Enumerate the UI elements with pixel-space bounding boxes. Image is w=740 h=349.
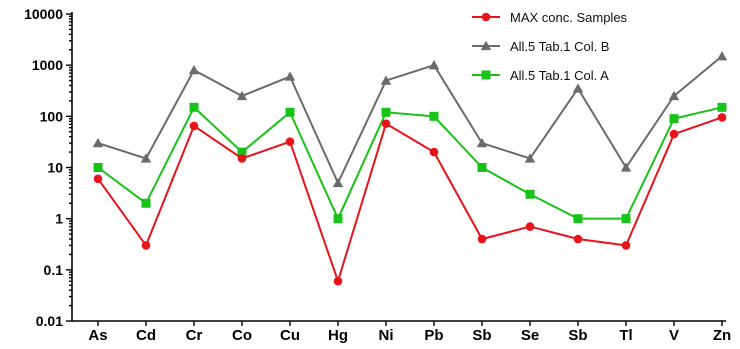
y-tick-label: 1000	[32, 57, 63, 73]
y-tick-label: 1	[55, 211, 63, 227]
x-tick-label: Zn	[713, 327, 731, 344]
legend-label: All.5 Tab.1 Col. B	[510, 39, 609, 54]
series-2	[93, 102, 727, 224]
data-point	[189, 121, 199, 131]
x-tick-label: Cr	[186, 327, 203, 344]
data-point	[141, 241, 151, 250]
series-1	[92, 50, 728, 188]
data-point	[333, 214, 343, 224]
plot-area	[92, 50, 728, 286]
data-point	[236, 90, 248, 101]
data-point	[525, 189, 535, 199]
data-point	[285, 107, 295, 117]
x-tick-label: Cd	[136, 327, 156, 344]
legend-entry-0: MAX conc. Samples	[472, 10, 628, 25]
data-point	[621, 241, 631, 250]
data-point	[189, 102, 199, 112]
data-point	[93, 163, 103, 172]
x-tick-label: Hg	[328, 327, 348, 344]
data-point	[669, 114, 679, 124]
x-tick-label: Tl	[619, 327, 632, 344]
data-point	[429, 111, 439, 121]
legend-label: All.5 Tab.1 Col. A	[510, 68, 609, 83]
data-point	[237, 147, 247, 157]
y-tick-label: 100	[40, 108, 64, 124]
data-point	[381, 119, 391, 128]
x-tick-label: Pb	[424, 327, 443, 344]
legend-marker	[481, 70, 491, 80]
data-point	[668, 90, 680, 101]
series-0	[93, 113, 727, 286]
data-point	[285, 137, 295, 146]
x-tick-label: Se	[521, 327, 539, 344]
series-line	[97, 116, 723, 285]
data-point	[188, 64, 200, 75]
data-point	[477, 163, 487, 172]
data-point	[716, 50, 728, 61]
data-point	[477, 234, 487, 244]
data-point	[573, 234, 583, 244]
data-point	[524, 153, 536, 163]
data-point	[284, 71, 296, 81]
data-point	[237, 154, 247, 163]
x-tick-label: Ni	[379, 327, 394, 344]
x-tick-label: Cu	[280, 327, 300, 344]
data-point	[620, 162, 632, 172]
x-tick-label: Sb	[568, 327, 587, 344]
data-point	[669, 129, 679, 139]
x-tick-label: As	[88, 327, 107, 344]
data-point	[140, 153, 152, 163]
x-tick-label: Sb	[472, 327, 491, 344]
legend-entry-1: All.5 Tab.1 Col. B	[472, 39, 609, 54]
data-point	[573, 214, 583, 224]
data-point	[380, 75, 392, 85]
data-point	[525, 222, 535, 231]
data-point	[572, 83, 584, 93]
data-point	[621, 214, 631, 224]
legend-marker	[480, 40, 492, 51]
data-point	[332, 177, 344, 188]
data-point	[717, 113, 727, 122]
data-point	[476, 137, 488, 148]
data-point	[381, 107, 391, 117]
data-point	[141, 198, 151, 208]
legend: MAX conc. Samples All.5 Tab.1 Col. B All.5…	[472, 10, 628, 83]
x-tick-label: Co	[232, 327, 252, 344]
legend-entry-2: All.5 Tab.1 Col. A	[472, 68, 609, 83]
chart-axes: 0.01 0.1 1 10 100 1000 10000 As Cd Cr Co Cu Hg Ni Pb Sb…	[24, 6, 731, 344]
legend-marker	[481, 12, 491, 22]
series-line	[97, 55, 723, 186]
y-tick-label: 10000	[24, 6, 63, 22]
y-tick-label: 0.01	[36, 313, 63, 329]
y-tick-label: 0.1	[44, 262, 64, 278]
legend-label: MAX conc. Samples	[510, 10, 628, 25]
data-point	[333, 276, 343, 286]
data-point	[429, 147, 439, 157]
data-point	[93, 174, 103, 184]
x-tick-label: V	[669, 327, 679, 344]
data-point	[428, 59, 440, 70]
series-line	[97, 105, 723, 222]
data-point	[717, 102, 727, 112]
data-point	[92, 137, 104, 148]
y-tick-label: 10	[47, 160, 63, 176]
